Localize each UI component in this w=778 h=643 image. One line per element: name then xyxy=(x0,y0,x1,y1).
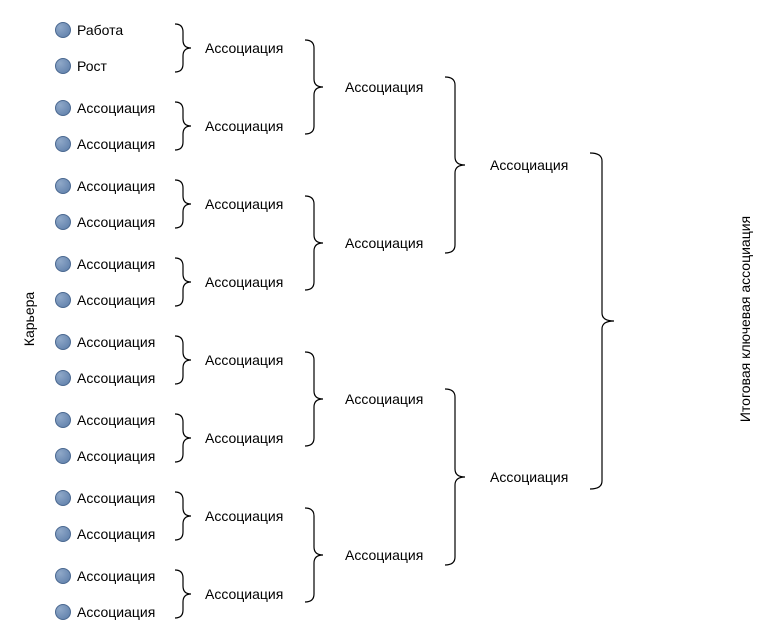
leaf-label: Ассоциация xyxy=(77,292,155,308)
leaf-label: Ассоциация xyxy=(77,100,155,116)
level2-node: Ассоциация xyxy=(205,194,283,214)
bullet-icon xyxy=(55,100,71,116)
bullet-icon xyxy=(55,178,71,194)
level2-node: Ассоциация xyxy=(205,506,283,526)
level3-node: Ассоциация xyxy=(345,233,423,253)
leaf-label: Ассоциация xyxy=(77,412,155,428)
level2-node-label: Ассоциация xyxy=(205,274,283,290)
leaf-node: Ассоциация xyxy=(55,524,155,544)
bullet-icon xyxy=(55,412,71,428)
level3-node-label: Ассоциация xyxy=(345,391,423,407)
level2-node-label: Ассоциация xyxy=(205,118,283,134)
leaf-node: Ассоциация xyxy=(55,134,155,154)
level3-node-label: Ассоциация xyxy=(345,547,423,563)
level2-node: Ассоциация xyxy=(205,272,283,292)
leaf-label: Ассоциация xyxy=(77,256,155,272)
level3-node: Ассоциация xyxy=(345,545,423,565)
leaf-node: Ассоциация xyxy=(55,212,155,232)
level2-node-label: Ассоциация xyxy=(205,40,283,56)
leaf-label: Работа xyxy=(77,22,123,38)
bullet-icon xyxy=(55,604,71,620)
level2-node-label: Ассоциация xyxy=(205,586,283,602)
leaf-node: Ассоциация xyxy=(55,176,155,196)
leaf-label: Ассоциация xyxy=(77,370,155,386)
leaf-label: Ассоциация xyxy=(77,490,155,506)
leaf-node: Ассоциация xyxy=(55,254,155,274)
leaf-node: Ассоциация xyxy=(55,410,155,430)
level2-node-label: Ассоциация xyxy=(205,508,283,524)
leaf-label: Ассоциация xyxy=(77,136,155,152)
bullet-icon xyxy=(55,490,71,506)
leaf-label: Ассоциация xyxy=(77,448,155,464)
bullet-icon xyxy=(55,568,71,584)
bullet-icon xyxy=(55,22,71,38)
left-title: Карьера xyxy=(21,289,37,349)
leaf-node: Рост xyxy=(55,56,107,76)
diagram-stage: { "colors": { "text": "#000000", "brace"… xyxy=(0,0,778,643)
leaf-label: Ассоциация xyxy=(77,214,155,230)
leaf-label: Ассоциация xyxy=(77,568,155,584)
leaf-node: Ассоциация xyxy=(55,368,155,388)
level4-node: Ассоциация xyxy=(490,155,568,175)
bullet-icon xyxy=(55,370,71,386)
bullet-icon xyxy=(55,214,71,230)
leaf-label: Ассоциация xyxy=(77,604,155,620)
level2-node-label: Ассоциация xyxy=(205,352,283,368)
level3-node: Ассоциация xyxy=(345,389,423,409)
level3-node-label: Ассоциация xyxy=(345,79,423,95)
bullet-icon xyxy=(55,256,71,272)
level4-node-label: Ассоциация xyxy=(490,469,568,485)
leaf-label: Ассоциация xyxy=(77,526,155,542)
level2-node: Ассоциация xyxy=(205,428,283,448)
right-title: Итоговая ключевая ассоциация xyxy=(737,209,753,429)
leaf-node: Ассоциация xyxy=(55,602,155,622)
leaf-label: Ассоциация xyxy=(77,178,155,194)
leaf-node: Ассоциация xyxy=(55,446,155,466)
bullet-icon xyxy=(55,292,71,308)
level4-node: Ассоциация xyxy=(490,467,568,487)
leaf-label: Рост xyxy=(77,58,107,74)
bullet-icon xyxy=(55,58,71,74)
level3-node: Ассоциация xyxy=(345,77,423,97)
bullet-icon xyxy=(55,136,71,152)
level2-node: Ассоциация xyxy=(205,116,283,136)
level2-node: Ассоциация xyxy=(205,38,283,58)
leaf-label: Ассоциация xyxy=(77,334,155,350)
bullet-icon xyxy=(55,334,71,350)
level2-node: Ассоциация xyxy=(205,584,283,604)
leaf-node: Ассоциация xyxy=(55,290,155,310)
leaf-node: Ассоциация xyxy=(55,488,155,508)
leaf-node: Ассоциация xyxy=(55,332,155,352)
level2-node-label: Ассоциация xyxy=(205,196,283,212)
leaf-node: Ассоциация xyxy=(55,566,155,586)
leaf-node: Работа xyxy=(55,20,123,40)
level2-node-label: Ассоциация xyxy=(205,430,283,446)
bullet-icon xyxy=(55,448,71,464)
level2-node: Ассоциация xyxy=(205,350,283,370)
level3-node-label: Ассоциация xyxy=(345,235,423,251)
level4-node-label: Ассоциация xyxy=(490,157,568,173)
bullet-icon xyxy=(55,526,71,542)
leaf-node: Ассоциация xyxy=(55,98,155,118)
